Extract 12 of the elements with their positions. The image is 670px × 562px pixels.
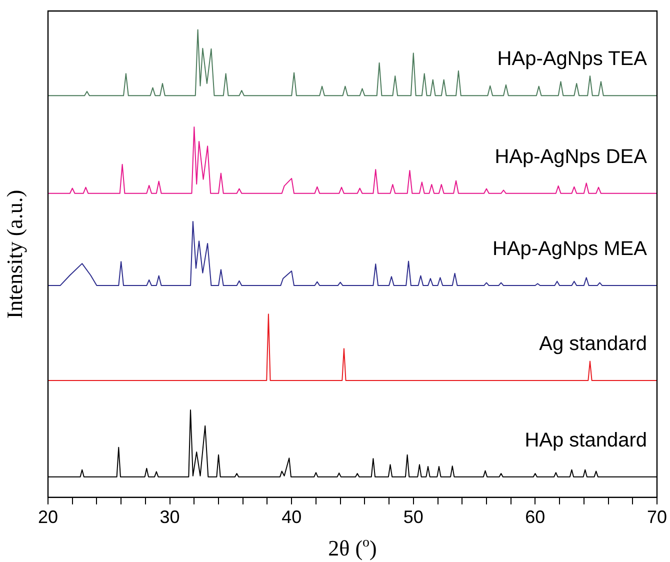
series-label: HAp standard (524, 429, 647, 452)
x-tick-label: 20 (38, 507, 58, 528)
series-label: HAp-AgNps TEA (497, 48, 648, 70)
series-label: HAp-AgNps DEA (494, 146, 648, 168)
x-tick-label: 70 (646, 507, 668, 528)
series-label: HAp-AgNps MEA (492, 238, 648, 260)
x-tick-label: 40 (282, 507, 302, 528)
x-tick-label: 50 (403, 507, 424, 528)
x-tick-label: 30 (160, 507, 180, 528)
y-axis-title: Intensity (a.u.) (2, 190, 27, 319)
series-label: Ag standard (539, 332, 647, 355)
x-tick-label: 60 (525, 507, 546, 528)
